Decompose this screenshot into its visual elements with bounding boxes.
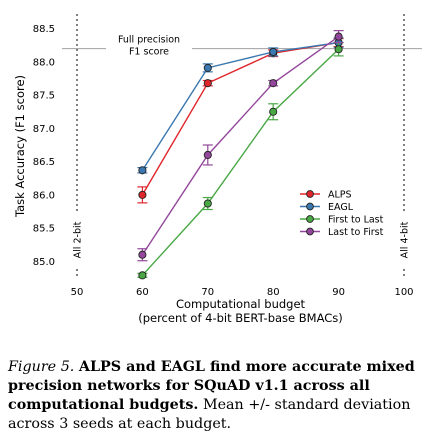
data-point [269, 47, 278, 56]
legend-swatch-marker [306, 227, 314, 236]
data-point [138, 271, 147, 280]
legend-label: EAGL [328, 202, 354, 213]
x-tick-label: 60 [136, 287, 149, 298]
y-tick-label: 87.5 [33, 91, 55, 102]
series-eagl [137, 37, 344, 175]
accuracy-chart: 50 60 70 80 90 100 85.0 85.5 86.0 86.5 87.0 87.5 88.… [13, 14, 422, 325]
y-tick-label: 85.0 [33, 257, 55, 268]
legend-swatch-marker [306, 215, 314, 223]
figure-caption: Figure 5. ALPS and EAGL find more accura… [8, 358, 436, 434]
data-point [138, 250, 147, 259]
legend-label: First to Last [328, 215, 384, 226]
data-point [269, 107, 278, 116]
legend-label: Last to First [328, 227, 384, 238]
series-last-to-first [137, 30, 344, 262]
series-line [141, 41, 339, 171]
series-first-to-last [137, 41, 344, 280]
data-point [203, 199, 212, 208]
data-point [138, 190, 147, 199]
vertical-marker-label-bg [71, 214, 83, 266]
series-line [141, 48, 340, 276]
x-axis-label: Computational budget [176, 297, 306, 311]
data-point [203, 79, 212, 88]
y-tick-label: 86.0 [33, 190, 55, 201]
series-alps [137, 38, 344, 204]
x-tick-label: 100 [394, 287, 413, 298]
x-axis-label-sub: (percent of 4-bit BERT-base BMACs) [138, 311, 343, 325]
legend-swatch-marker [306, 190, 314, 198]
x-tick-label: 70 [201, 287, 214, 298]
data-point [138, 166, 147, 175]
data-point [269, 79, 278, 88]
vertical-marker-label: All 4-bit [400, 221, 411, 258]
series-line [141, 36, 340, 256]
x-tick-label: 90 [332, 287, 345, 298]
y-tick-label: 85.5 [33, 224, 55, 235]
y-tick-label: 88.5 [33, 24, 55, 35]
x-tick-label: 80 [267, 287, 280, 298]
legend-label: ALPS [328, 190, 352, 201]
data-point [334, 45, 343, 54]
x-tick-label: 50 [71, 287, 84, 298]
caption-title: ALPS and EAGL find more accurate mixed p… [8, 359, 415, 413]
legend-swatch-marker [306, 202, 314, 211]
vertical-marker-label-bg [398, 214, 410, 266]
y-axis-label: Task Accuracy (F1 score) [13, 75, 27, 218]
data-point [203, 63, 212, 72]
data-point [334, 32, 343, 41]
reference-label-line2: F1 score [129, 47, 169, 58]
reference-label-bg [106, 30, 192, 57]
data-point [203, 150, 212, 160]
caption-label: Figure 5. [8, 359, 75, 375]
y-tick-label: 87.0 [33, 124, 55, 135]
y-tick-label: 88.0 [33, 57, 55, 68]
reference-label-line1: Full precision [118, 35, 180, 46]
y-tick-label: 86.5 [33, 157, 55, 168]
vertical-marker-label: All 2-bit [73, 221, 84, 258]
